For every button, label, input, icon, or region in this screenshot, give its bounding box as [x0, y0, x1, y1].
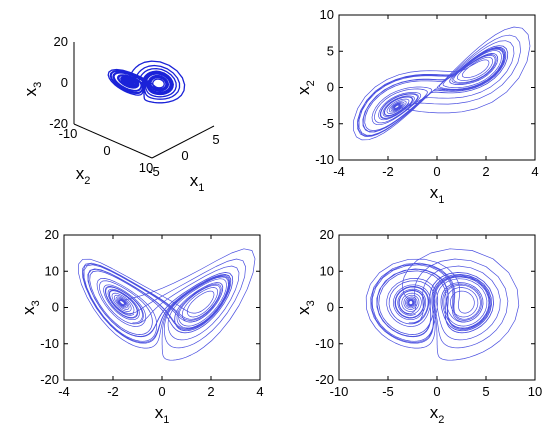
x-tick-label: -4	[333, 164, 345, 179]
x-tick-label: -2	[382, 164, 394, 179]
y-tick-label: 10	[320, 7, 334, 22]
x-tick-label: 0	[158, 384, 165, 399]
trajectory-line	[365, 248, 520, 361]
x3-tick-label: 0	[61, 75, 68, 90]
y-tick-label: 5	[327, 43, 334, 58]
y-tick-label: 20	[45, 227, 59, 242]
x-tick-label: 2	[207, 384, 214, 399]
x-tick-label: 10	[528, 384, 542, 399]
x2-tick-label: -10	[59, 126, 78, 141]
y-tick-label: 0	[327, 300, 334, 315]
y-axis-label: x3	[19, 300, 42, 315]
y-tick-label: -20	[315, 372, 334, 387]
x1-axis-line	[151, 125, 215, 159]
x-tick-label: 2	[482, 164, 489, 179]
x1-tick-label: 5	[212, 132, 219, 147]
x3-axis-label: x3	[21, 82, 44, 97]
x-tick-label: -4	[58, 384, 70, 399]
svg-text:x2: x2	[430, 403, 445, 426]
svg-text:x1: x1	[155, 403, 170, 426]
svg-text:x3: x3	[19, 300, 42, 315]
y-tick-label: -10	[40, 336, 59, 351]
y-tick-label: -10	[315, 336, 334, 351]
x3-tick-label: 20	[54, 34, 68, 49]
x-tick-label: 0	[433, 384, 440, 399]
subplot-0: -5 0 5 -10 0 10 -20 0 20	[49, 34, 219, 179]
y-tick-label: -10	[315, 152, 334, 167]
x-tick-label: -10	[330, 384, 349, 399]
x-tick-label: 4	[256, 384, 263, 399]
x2-axis-line	[73, 123, 153, 159]
trajectory-line	[107, 60, 186, 104]
x2-tick-label: 10	[139, 160, 153, 175]
x2-tick-label: 0	[103, 143, 110, 158]
y-tick-label: 0	[327, 80, 334, 95]
y-tick-label: -20	[40, 372, 59, 387]
svg-text:x1: x1	[430, 183, 445, 206]
x-tick-label: 0	[433, 164, 440, 179]
y-tick-label: -5	[322, 116, 334, 131]
svg-text:x2: x2	[294, 80, 317, 95]
x-axis-label: x2	[430, 403, 445, 426]
x-tick-label: -2	[107, 384, 119, 399]
x-tick-label: 5	[482, 384, 489, 399]
x-tick-label: 4	[531, 164, 538, 179]
svg-text:x3: x3	[294, 300, 317, 315]
trajectory-line	[353, 26, 531, 141]
x-tick-label: -5	[382, 384, 394, 399]
y-tick-label: 20	[320, 227, 334, 242]
x2-axis-label: x2	[76, 164, 91, 187]
x-axis-label: x1	[155, 403, 170, 426]
x3-tick-label: -20	[49, 116, 68, 131]
svg-text:x2: x2	[76, 164, 91, 187]
x-axis-label: x1	[430, 183, 445, 206]
y-tick-label: 10	[320, 263, 334, 278]
svg-text:x3: x3	[21, 82, 44, 97]
trajectory-line	[78, 248, 256, 361]
svg-text:x1: x1	[190, 171, 205, 194]
x1-tick-label: -5	[148, 164, 160, 179]
y-tick-label: 0	[52, 300, 59, 315]
y-axis-label: x2	[294, 80, 317, 95]
x1-axis-label: x1	[190, 171, 205, 194]
y-tick-label: 10	[45, 263, 59, 278]
y-axis-label: x3	[294, 300, 317, 315]
x1-tick-label: 0	[181, 148, 188, 163]
subplot-1: -4 -2 0 2 4 -10 -5 0 5 10	[315, 7, 538, 179]
